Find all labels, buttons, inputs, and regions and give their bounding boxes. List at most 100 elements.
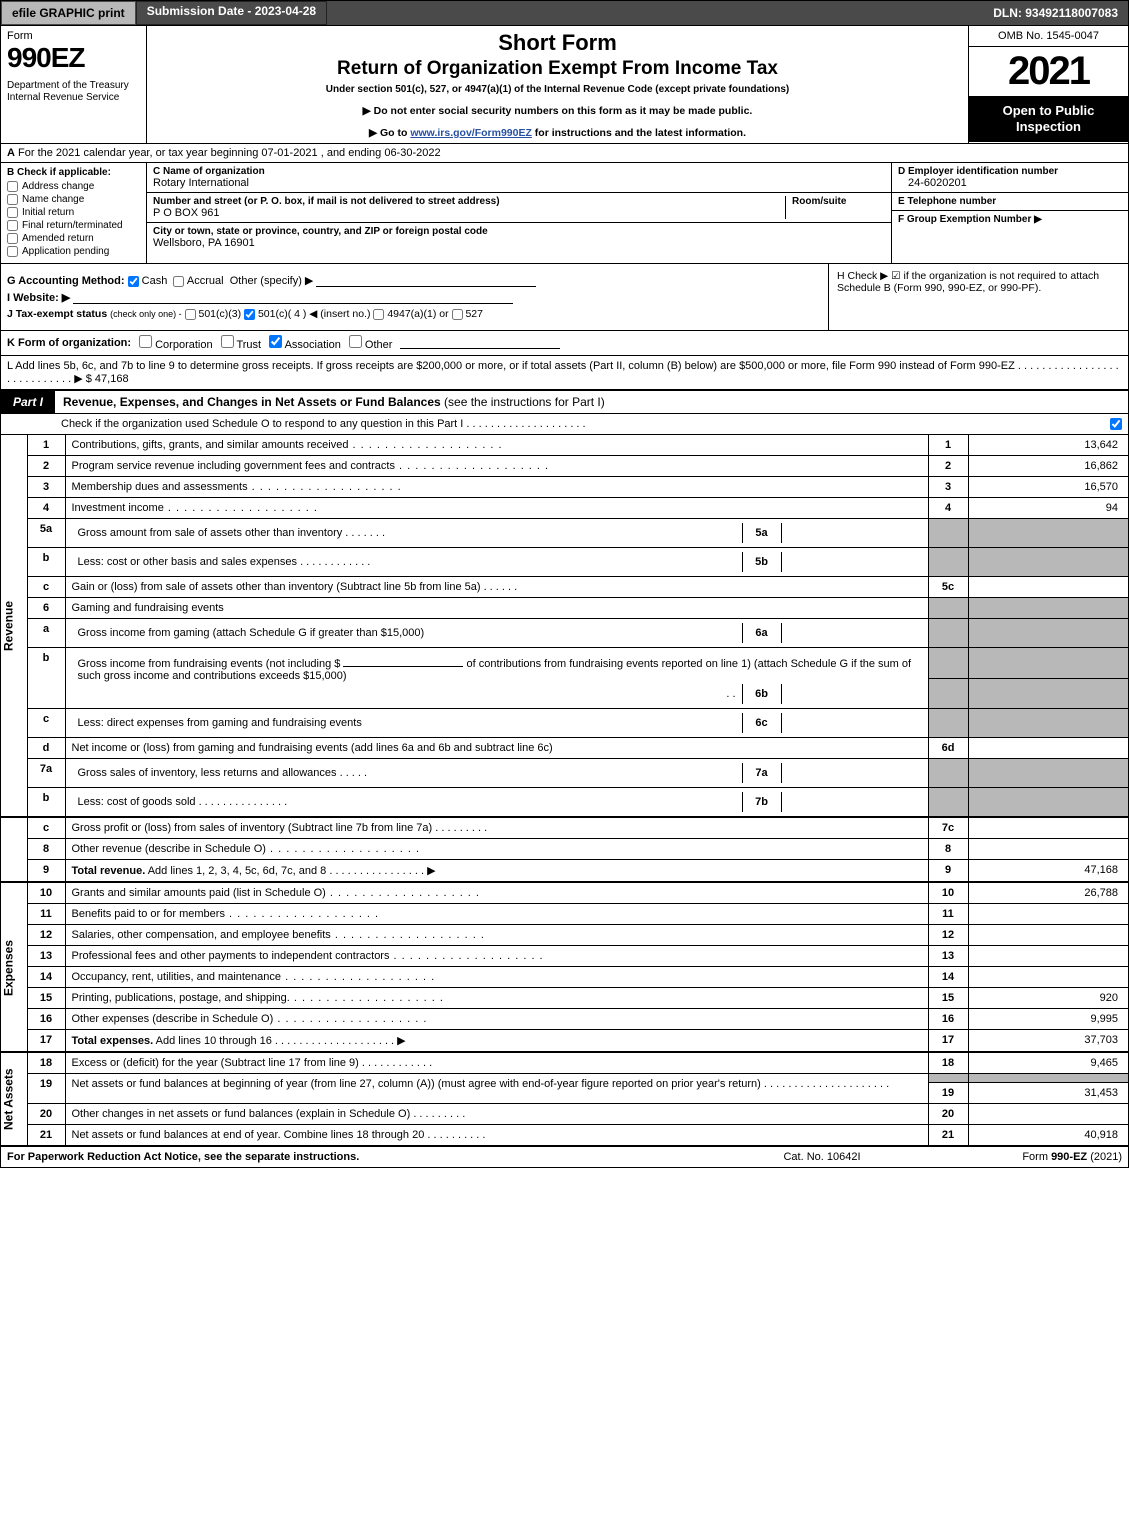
line-k-form-of-org: K Form of organization: Corporation Trus… [1, 330, 1128, 355]
line-val: 16,862 [968, 456, 1128, 477]
line-desc: Less: cost of goods sold [78, 796, 196, 808]
k-assoc-checkbox[interactable] [269, 335, 282, 348]
line-a-prefix: A [7, 147, 15, 159]
dots [395, 460, 549, 472]
line-desc-cell: Gross income from gaming (attach Schedul… [65, 619, 928, 648]
line-desc: Professional fees and other payments to … [72, 950, 390, 962]
header-center: Short Form Return of Organization Exempt… [147, 26, 968, 143]
line-val: 9,995 [968, 1009, 1128, 1030]
line-val-shaded [968, 678, 1128, 709]
k-trust-checkbox[interactable] [221, 335, 234, 348]
irs-link[interactable]: www.irs.gov/Form990EZ [410, 127, 532, 139]
line-num: 5a [27, 519, 65, 548]
line-col: 20 [928, 1104, 968, 1125]
line-desc-cell: Gross income from fundraising events (no… [65, 648, 928, 709]
line-desc: Occupancy, rent, utilities, and maintena… [72, 971, 282, 983]
inner-box: 7a [742, 763, 782, 783]
line-desc: Other revenue (describe in Schedule O) [72, 843, 266, 855]
column-b-checkboxes: B Check if applicable: Address change Na… [1, 163, 147, 263]
dots [273, 1013, 427, 1025]
inner-box: 6c [742, 713, 782, 733]
cb-address-change-input[interactable] [7, 181, 18, 192]
arrow-icon: ▶ [397, 1035, 405, 1047]
cb-initial-return[interactable]: Initial return [7, 207, 140, 218]
c-street-hdr: Number and street (or P. O. box, if mail… [153, 196, 785, 207]
line-col: 19 [928, 1083, 968, 1104]
footer-center: Cat. No. 10642I [722, 1151, 922, 1163]
inner-val [782, 763, 922, 783]
line-val [968, 925, 1128, 946]
cb-label: Address change [22, 181, 94, 192]
line-desc: Contributions, gifts, grants, and simila… [72, 439, 349, 451]
cb-application-pending-input[interactable] [7, 246, 18, 257]
table-row: b Less: cost of goods sold . . . . . . .… [1, 788, 1128, 817]
submission-date-label: Submission Date - 2023-04-28 [136, 1, 327, 25]
dots [290, 992, 444, 1004]
line-desc-cell: Less: cost of goods sold . . . . . . . .… [65, 788, 928, 817]
b-header: B Check if applicable: [7, 167, 140, 178]
efile-print-button[interactable]: efile GRAPHIC print [1, 1, 136, 25]
cb-amended-return[interactable]: Amended return [7, 233, 140, 244]
i-website-input[interactable] [73, 292, 513, 304]
line-num: 18 [27, 1053, 65, 1074]
k-other-input[interactable] [400, 337, 560, 349]
cb-name-change-input[interactable] [7, 194, 18, 205]
g-other-input[interactable] [316, 275, 536, 287]
line-col: 10 [928, 883, 968, 904]
k-other-checkbox[interactable] [349, 335, 362, 348]
mid-left: G Accounting Method: Cash Accrual Other … [1, 264, 828, 330]
section-bcdef: B Check if applicable: Address change Na… [1, 162, 1128, 263]
cb-label: Initial return [22, 207, 74, 218]
line-col-shaded [928, 759, 968, 788]
j-4947-checkbox[interactable] [373, 309, 384, 320]
line-desc: Net assets or fund balances at end of ye… [72, 1129, 425, 1141]
table-row: Revenue 1 Contributions, gifts, grants, … [1, 435, 1128, 456]
c-city-row: City or town, state or province, country… [147, 223, 891, 252]
inner-val [782, 684, 922, 704]
department-label: Department of the Treasury Internal Reve… [7, 80, 140, 104]
line-val-shaded [968, 788, 1128, 817]
g-cash-checkbox[interactable] [128, 276, 139, 287]
g-accounting-method: G Accounting Method: Cash Accrual Other … [7, 274, 822, 287]
cb-final-return-input[interactable] [7, 220, 18, 231]
g-accrual-checkbox[interactable] [173, 276, 184, 287]
cb-name-change[interactable]: Name change [7, 194, 140, 205]
dots [266, 843, 420, 855]
table-row: 9 Total revenue. Add lines 1, 2, 3, 4, 5… [1, 860, 1128, 882]
table-row: 13 Professional fees and other payments … [1, 946, 1128, 967]
e-phone-hdr: E Telephone number [898, 196, 1122, 207]
dots [248, 481, 402, 493]
table-row: 15 Printing, publications, postage, and … [1, 988, 1128, 1009]
table-row: 14 Occupancy, rent, utilities, and maint… [1, 967, 1128, 988]
cb-initial-return-input[interactable] [7, 207, 18, 218]
j-527-checkbox[interactable] [452, 309, 463, 320]
cb-final-return[interactable]: Final return/terminated [7, 220, 140, 231]
column-c-org-info: C Name of organization Rotary Internatio… [147, 163, 892, 263]
k-opt-3: Other [365, 339, 393, 351]
title-return: Return of Organization Exempt From Incom… [153, 58, 962, 80]
line-val: 26,788 [968, 883, 1128, 904]
k-corp-checkbox[interactable] [139, 335, 152, 348]
footer-left: For Paperwork Reduction Act Notice, see … [7, 1151, 722, 1163]
line-val: 37,703 [968, 1030, 1128, 1052]
j-501c3-checkbox[interactable] [185, 309, 196, 320]
cb-application-pending[interactable]: Application pending [7, 246, 140, 257]
j-501c-checkbox[interactable] [244, 309, 255, 320]
cb-amended-return-input[interactable] [7, 233, 18, 244]
table-row: 19 Net assets or fund balances at beginn… [1, 1074, 1128, 1083]
inner-box: 5a [742, 523, 782, 543]
line-desc: Gross sales of inventory, less returns a… [78, 767, 337, 779]
table-row: 11 Benefits paid to or for members 11 [1, 904, 1128, 925]
cb-label: Final return/terminated [22, 220, 123, 231]
line-num: 3 [27, 477, 65, 498]
footer-right-post: (2021) [1087, 1151, 1122, 1163]
line-col: 7c [928, 818, 968, 839]
line-num: 19 [27, 1074, 65, 1104]
line-val [968, 818, 1128, 839]
check-o-checkbox[interactable] [1110, 418, 1122, 430]
line-desc: Gain or (loss) from sale of assets other… [72, 581, 481, 593]
line-desc: Excess or (deficit) for the year (Subtra… [72, 1057, 359, 1069]
k-opt-1: Trust [236, 339, 261, 351]
revenue-table: Revenue 1 Contributions, gifts, grants, … [1, 434, 1128, 817]
cb-address-change[interactable]: Address change [7, 181, 140, 192]
